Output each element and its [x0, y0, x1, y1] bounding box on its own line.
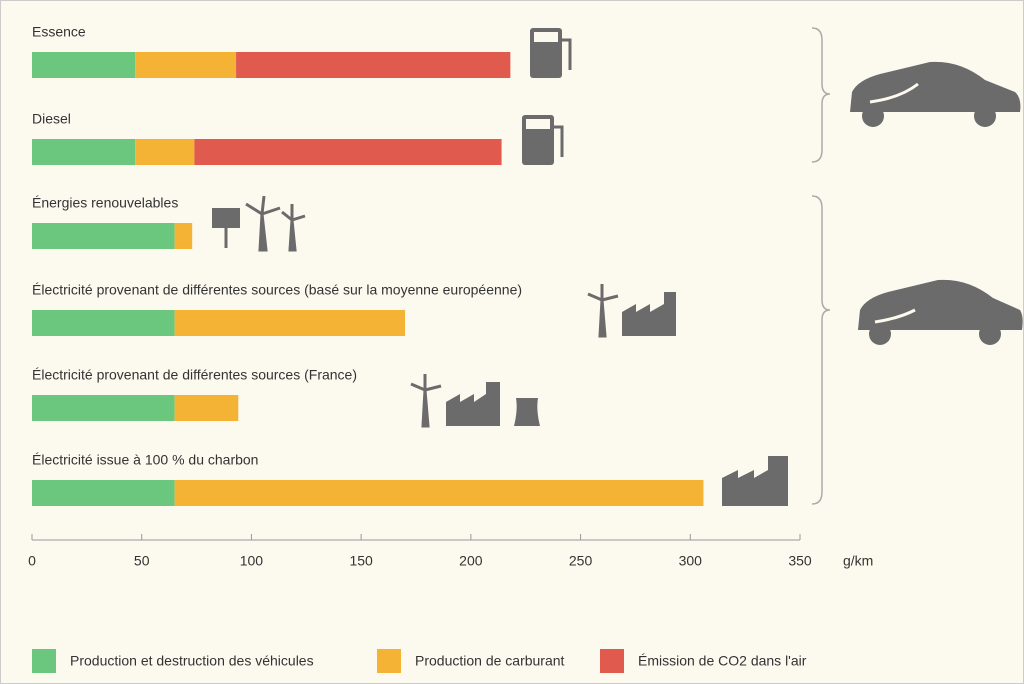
wind-factory-nuclear-icon	[410, 374, 540, 428]
legend-swatch	[600, 649, 624, 673]
legend-swatch	[32, 649, 56, 673]
category-label: Diesel	[32, 111, 71, 127]
bar-segment	[32, 139, 136, 165]
legend-swatch	[377, 649, 401, 673]
x-tick-label: 0	[28, 553, 36, 569]
category-label: Énergies renouvelables	[32, 195, 178, 211]
x-tick-label: 150	[349, 553, 373, 569]
x-unit: g/km	[843, 553, 873, 569]
bar-segment	[32, 310, 175, 336]
bar-segment	[32, 480, 175, 506]
bar-segment	[135, 52, 237, 78]
bar-segment	[32, 52, 136, 78]
brace	[811, 27, 831, 163]
bar-segment	[174, 310, 406, 336]
car-icon	[858, 279, 1023, 345]
car-icon	[850, 61, 1021, 127]
category-label: Électricité issue à 100 % du charbon	[32, 452, 258, 468]
legend-label: Production de carburant	[415, 653, 565, 669]
legend-label: Production et destruction des véhicules	[70, 653, 314, 669]
x-tick-label: 100	[240, 553, 264, 569]
x-tick-label: 200	[459, 553, 483, 569]
category-label: Électricité provenant de différentes sou…	[32, 367, 357, 383]
x-tick-label: 50	[134, 553, 150, 569]
bar-segment	[32, 223, 175, 249]
bar-segment	[236, 52, 511, 78]
bar-segment	[174, 223, 193, 249]
x-tick-label: 350	[788, 553, 812, 569]
wind-factory-icon	[587, 284, 676, 338]
category-label: Électricité provenant de différentes sou…	[32, 282, 522, 298]
bar-segment	[174, 395, 239, 421]
bar-segment	[174, 480, 704, 506]
x-tick-label: 300	[679, 553, 703, 569]
bar-segment	[135, 139, 195, 165]
bar-segment	[194, 139, 502, 165]
category-label: Essence	[32, 24, 86, 40]
factory-icon	[722, 456, 788, 506]
x-tick-label: 250	[569, 553, 593, 569]
renewable-icon	[212, 195, 306, 252]
brace	[811, 195, 831, 505]
pump-icon	[530, 28, 572, 78]
pump-icon	[522, 115, 564, 165]
bar-segment	[32, 395, 175, 421]
legend-label: Émission de CO2 dans l'air	[638, 653, 807, 669]
